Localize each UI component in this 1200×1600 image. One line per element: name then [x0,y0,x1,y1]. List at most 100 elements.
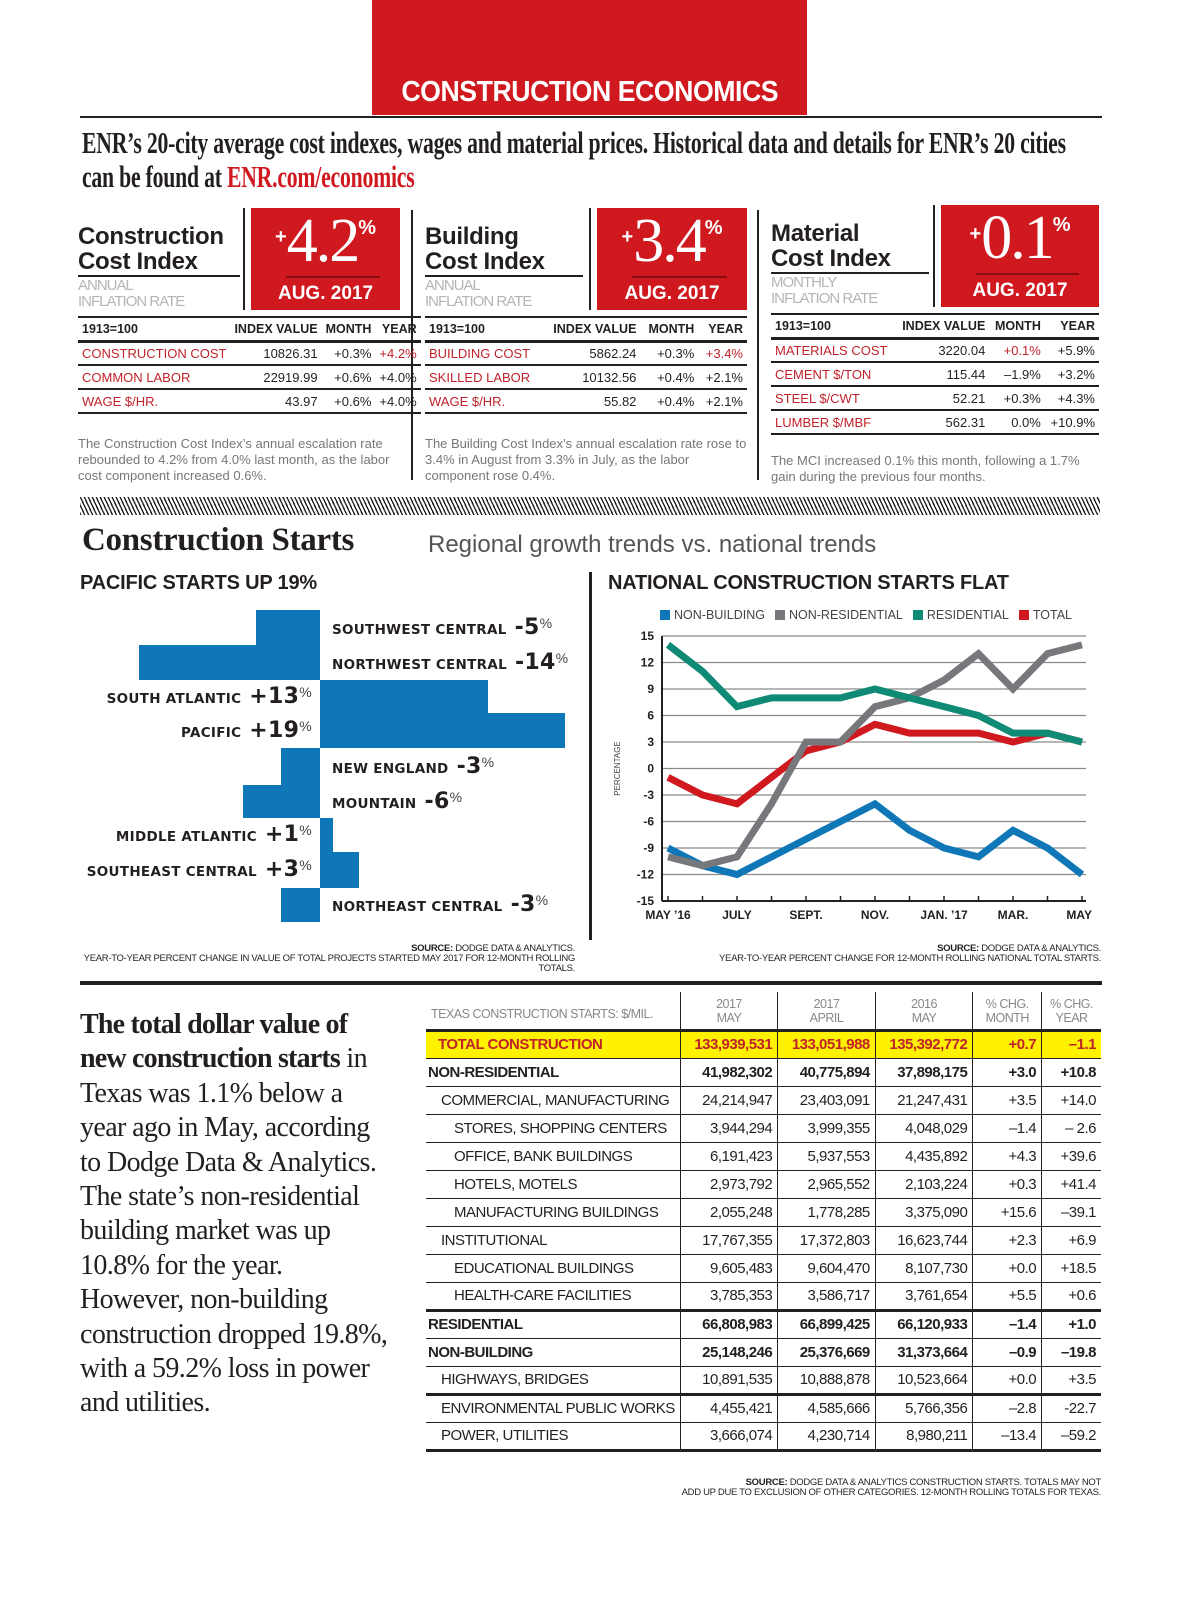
economics-link[interactable]: ENR.com/economics [226,159,415,194]
data-label: +19 [249,717,300,743]
data-label: -6 [424,788,450,814]
row-label: HEALTH-CARE FACILITIES [426,1282,681,1312]
row-label: INSTITUTIONAL [426,1226,681,1255]
divider [933,205,935,307]
column-header: % CHG. MONTH [972,992,1042,1032]
cell: +5.9% [1044,338,1099,363]
cell: –2.8 [972,1394,1042,1423]
row-label: WAGE $/HR. [425,389,543,414]
legend-swatch [912,610,923,620]
y-axis-label: PERCENTAGE [613,741,622,796]
row-label: OFFICE, BANK BUILDINGS [426,1142,681,1171]
data-label: -5 [514,614,540,640]
table-row: STORES, SHOPPING CENTERS 3,944,294 3,999,3… [426,1114,1101,1143]
header-line: % CHG. [1050,996,1093,1011]
cost-index-panel: Building Cost Index ANNUAL INFLATION RATE … [425,208,747,488]
header-line: MAY [716,1010,742,1025]
row-label: HIGHWAYS, BRIDGES [426,1366,681,1396]
region-name: NORTHEAST CENTRAL [332,899,503,915]
legend-label: NON-RESIDENTIAL [788,608,903,622]
data-label: +13 [249,683,300,709]
bar-label: SOUTHEAST CENTRAL +3% [87,857,312,882]
table-row: EDUCATIONAL BUILDINGS 9,605,483 9,604,470 8… [426,1254,1101,1283]
cell: +0.6% [321,365,376,390]
cell: +41.4 [1041,1170,1101,1199]
cell: 23,403,091 [777,1086,876,1115]
section-banner-label: CONSTRUCTION ECONOMICS [401,76,778,108]
index-subtitle: MONTHLY INFLATION RATE [771,275,878,307]
row-label: STEEL $/CWT [771,386,896,411]
cell: 4,585,666 [777,1394,876,1423]
table-row: OFFICE, BANK BUILDINGS 6,191,423 5,937,553… [426,1142,1101,1171]
row-label: NON-BUILDING [426,1338,681,1367]
cell: 2,973,792 [679,1170,778,1199]
bar [320,818,333,852]
table-caption: TEXAS CONSTRUCTION STARTS: $/MIL. [426,992,681,1032]
legend-item: NON-RESIDENTIAL [774,608,903,622]
unit: % [299,683,312,700]
cell: +0.6 [1041,1282,1101,1312]
bar-label: NORTHEAST CENTRAL -3% [332,892,548,917]
cell: 17,767,355 [679,1226,778,1255]
cell: 5,766,356 [874,1394,973,1423]
table-row: CONSTRUCTION COST 10826.31 +0.3% +4.2% [78,341,421,366]
bar [281,888,320,922]
column-header: % CHG. YEAR [1041,992,1101,1032]
cell: 3,999,355 [777,1114,876,1143]
cell: 2,055,248 [679,1198,778,1227]
table-row: WAGE $/HR. 55.82 +0.4% +2.1% [425,389,747,414]
index-title: Building Cost Index [425,224,545,274]
table-header: 1913=100 INDEX VALUE MONTH YEAR [771,313,1099,340]
header-line: MAY [911,1010,937,1025]
legend-item: TOTAL [1018,608,1072,622]
national-chart-title: NATIONAL CONSTRUCTION STARTS FLAT [608,572,1009,594]
row-label: RESIDENTIAL [426,1310,681,1339]
index-note: The Building Cost Index’s annual escalat… [425,436,747,483]
index-title-line: Cost Index [771,245,891,272]
cell: –1.1 [1041,1030,1101,1059]
column-header: MONTH [321,316,376,343]
index-table: 1913=100 INDEX VALUE MONTH YEAR CONSTRUCTION… [78,316,421,414]
legend-label: NON-BUILDING [674,608,765,622]
header-line: 2016 [911,996,937,1011]
bar [139,645,320,680]
data-label: +3 [264,857,300,882]
inflation-rate-box: +0.1% AUG. 2017 [941,205,1099,307]
bar-label: NORTHWEST CENTRAL -14% [332,650,568,675]
unit: % [481,753,495,770]
cell: +39.6 [1041,1142,1101,1171]
cell: 6,191,423 [679,1142,778,1171]
cell: 66,120,933 [874,1310,973,1339]
bar-label: MIDDLE ATLANTIC +1% [116,822,312,847]
table-row: HOTELS, MOTELS 2,973,792 2,965,552 2,103,22… [426,1170,1101,1199]
header-line: 2017 [813,996,840,1011]
row-label: COMMON LABOR [78,365,231,390]
index-title-line: Cost Index [78,248,198,275]
cell: 4,455,421 [679,1394,778,1423]
cell: +4.3% [1044,386,1099,411]
cell: +4.0% [375,389,421,414]
cell: 0.0% [989,410,1045,435]
header-line: 2017 [716,996,742,1011]
cell: +0.3% [989,386,1045,411]
divider [80,116,1102,118]
cell: –1.4 [972,1114,1042,1143]
bar-label: NEW ENGLAND -3% [332,754,494,779]
column-header: INDEX VALUE [230,316,322,343]
source-text: DODGE DATA & ANALYTICS CONSTRUCTION STAR… [789,1477,1102,1488]
cell: -22.7 [1041,1394,1101,1423]
cell: 52.21 [895,386,990,411]
index-note: The MCI increased 0.1% this month, follo… [771,453,1080,484]
bar [320,852,359,888]
data-label: -3 [510,892,536,917]
cell: +4.2% [375,341,421,366]
cell: +14.0 [1041,1086,1101,1115]
y-tick-label: 15 [641,629,655,643]
cell: 10,523,664 [874,1366,973,1396]
divider [976,273,1079,275]
table-row: HIGHWAYS, BRIDGES 10,891,535 10,888,878 10,… [426,1366,1101,1396]
y-tick-label: 3 [647,735,654,749]
table-row: ENVIRONMENTAL PUBLIC WORKS 4,455,421 4,585… [426,1394,1101,1423]
cell: 10,888,878 [777,1366,876,1396]
column-header: YEAR [1044,313,1099,340]
